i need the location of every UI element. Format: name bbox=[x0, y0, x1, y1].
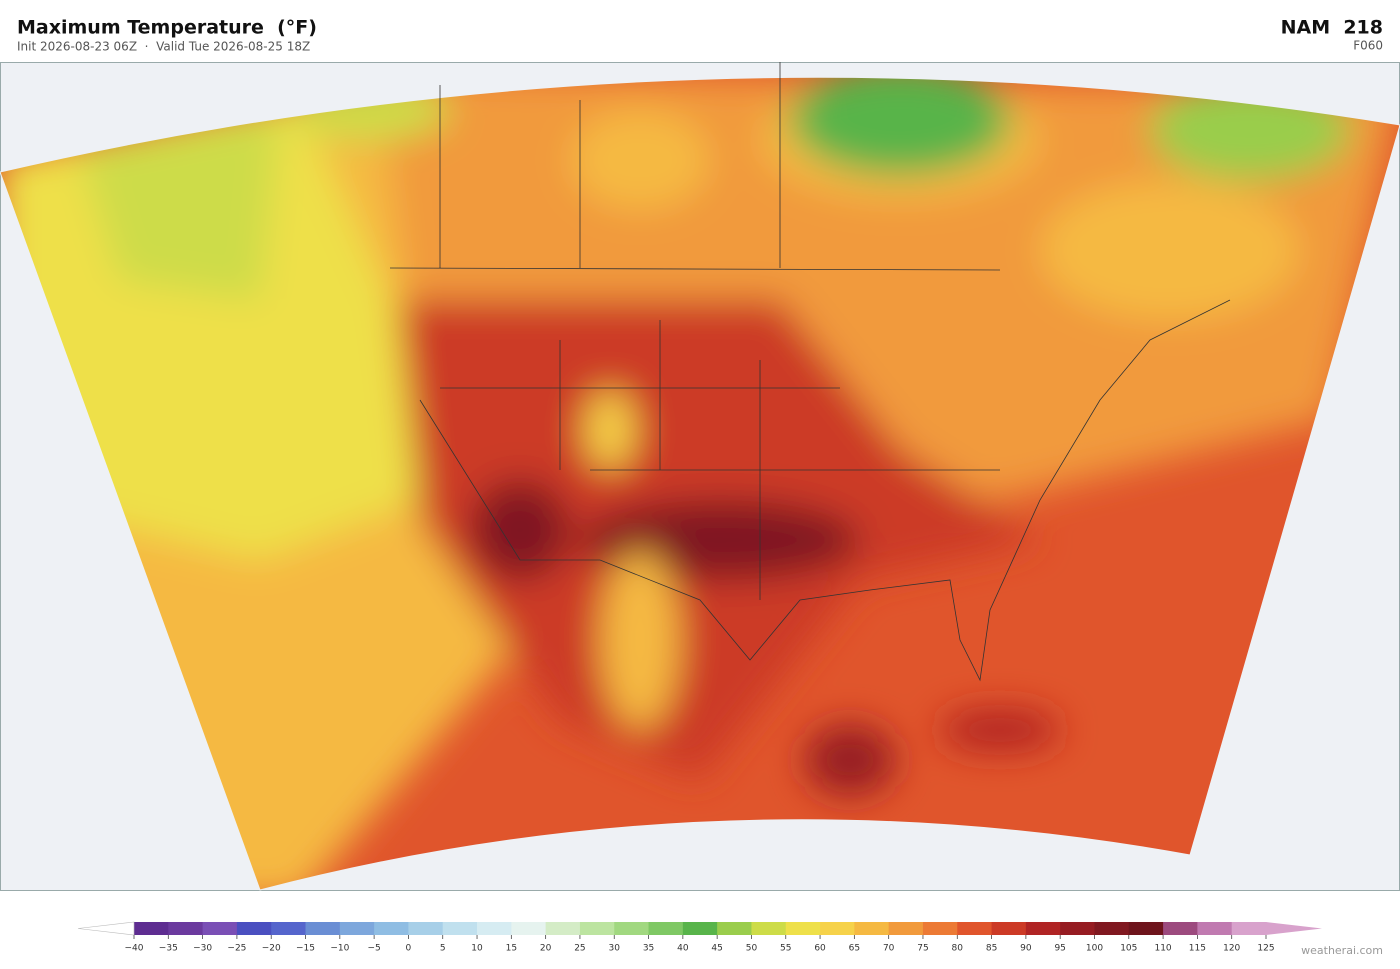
watermark: weatherai.com bbox=[1301, 944, 1383, 957]
colorbar-tick-label: 10 bbox=[471, 944, 483, 954]
colorbar-swatch bbox=[717, 922, 752, 935]
colorbar-tick-label: −40 bbox=[125, 944, 144, 954]
colorbar-tick-label: −35 bbox=[159, 944, 178, 954]
colorbar-swatch bbox=[854, 922, 890, 935]
colorbar-tick-label: 70 bbox=[883, 944, 895, 954]
colorbar-swatch bbox=[614, 922, 650, 935]
colorbar-swatch bbox=[820, 922, 855, 935]
colorbar-swatch bbox=[271, 922, 307, 935]
colorbar-swatch bbox=[1163, 922, 1198, 935]
colorbar-tick-label: 115 bbox=[1189, 944, 1206, 954]
colorbar-tick-label: 75 bbox=[917, 944, 928, 954]
colorbar-tick-label: 15 bbox=[506, 944, 517, 954]
model-name: NAM 218 bbox=[1281, 17, 1383, 39]
colorbar-tick-label: 60 bbox=[814, 944, 826, 954]
colorbar-swatch bbox=[648, 922, 684, 935]
colorbar: −40 −35 −30 −25 −20 −15 −10 −5 0 5 10 15 20 25 30 35 40 4… bbox=[77, 921, 1322, 954]
colorbar-tick-label: 105 bbox=[1120, 944, 1137, 954]
colorbar-tick-label: 40 bbox=[677, 944, 689, 954]
colorbar-swatch bbox=[922, 922, 958, 935]
colorbar-swatch bbox=[442, 922, 478, 935]
colorbar-tick-label: 5 bbox=[440, 944, 446, 954]
colorbar-swatch bbox=[579, 922, 615, 935]
colorbar-tick-label: 100 bbox=[1086, 944, 1103, 954]
colorbar-swatch bbox=[511, 922, 547, 935]
subtitle: Init 2026-08-23 06Z · Valid Tue 2026-08-… bbox=[17, 40, 310, 54]
colorbar-swatch bbox=[339, 922, 375, 935]
colorbar-tick-label: 45 bbox=[711, 944, 722, 954]
colorbar-swatch bbox=[236, 922, 272, 935]
colorbar-tick-label: 95 bbox=[1054, 944, 1065, 954]
colorbar-extend-low bbox=[77, 921, 135, 936]
colorbar-swatch bbox=[134, 922, 169, 935]
colorbar-extend-high bbox=[1266, 922, 1322, 935]
colorbar-tick-label: 90 bbox=[1020, 944, 1032, 954]
boundaries bbox=[389, 62, 1231, 682]
colorbar-tick-label: −5 bbox=[367, 944, 380, 954]
colorbar-swatch bbox=[545, 922, 581, 935]
colorbar-swatch bbox=[477, 922, 512, 935]
colorbar-swatch bbox=[168, 922, 204, 935]
colorbar-swatch bbox=[957, 922, 993, 935]
colorbar-tick-label: 120 bbox=[1223, 944, 1240, 954]
colorbar-tick-label: −25 bbox=[227, 944, 246, 954]
colorbar-tick-label: 30 bbox=[609, 944, 621, 954]
colorbar-swatch bbox=[1094, 922, 1130, 935]
title: Maximum Temperature (°F) bbox=[17, 17, 317, 39]
colorbar-swatch bbox=[1197, 922, 1233, 935]
colorbar-tick-label: 80 bbox=[952, 944, 964, 954]
colorbar-swatch bbox=[785, 922, 821, 935]
colorbar-tick-label: 55 bbox=[780, 944, 791, 954]
colorbar-tick-label: 65 bbox=[849, 944, 860, 954]
colorbar-tick-label: −15 bbox=[296, 944, 315, 954]
colorbar-swatch bbox=[408, 922, 444, 935]
colorbar-tick-label: −20 bbox=[262, 944, 281, 954]
colorbar-swatch bbox=[305, 922, 341, 935]
colorbar-tick-label: −30 bbox=[193, 944, 212, 954]
domain-edge bbox=[0, 76, 1400, 891]
colorbar-tick-label: 20 bbox=[540, 944, 552, 954]
colorbar-swatch bbox=[1060, 922, 1095, 935]
colorbar-swatch bbox=[374, 922, 409, 935]
colorbar-swatch bbox=[888, 922, 924, 935]
colorbar-swatch bbox=[682, 922, 718, 935]
colorbar-tick-label: 25 bbox=[574, 944, 585, 954]
colorbar-tick-label: 0 bbox=[406, 944, 412, 954]
colorbar-tick-label: 125 bbox=[1257, 944, 1274, 954]
colorbar-tick-label: −10 bbox=[330, 944, 349, 954]
colorbar-swatch bbox=[991, 922, 1027, 935]
colorbar-swatch bbox=[202, 922, 238, 935]
colorbar-tick-label: 110 bbox=[1154, 944, 1171, 954]
colorbar-swatch bbox=[1025, 922, 1061, 935]
colorbar-tick-label: 35 bbox=[643, 944, 654, 954]
colorbar-swatch bbox=[751, 922, 787, 935]
colorbar-swatch bbox=[1128, 922, 1164, 935]
colorbar-swatch bbox=[1231, 922, 1267, 935]
forecast-hour: F060 bbox=[1353, 39, 1383, 53]
colorbar-tick-label: 50 bbox=[746, 944, 758, 954]
colorbar-tick-label: 85 bbox=[986, 944, 997, 954]
